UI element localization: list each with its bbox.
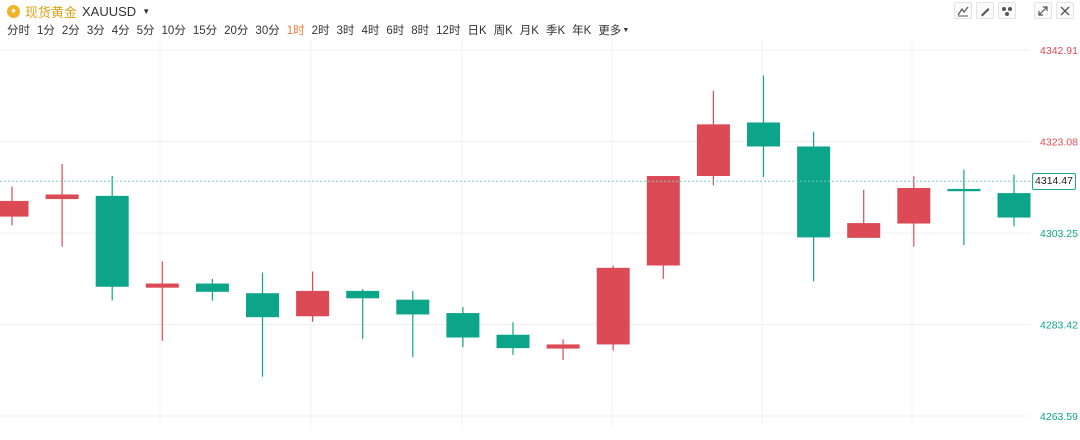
candle-body	[847, 223, 881, 238]
close-icon[interactable]	[1056, 2, 1074, 19]
interval-7[interactable]: 15分	[192, 25, 218, 37]
candle-body	[396, 299, 430, 315]
interval-20[interactable]: 季K	[545, 25, 566, 37]
symbol-name: 现货黄金	[25, 5, 78, 20]
interval-16[interactable]: 12时	[436, 25, 461, 37]
interval-11[interactable]: 2时	[311, 25, 330, 37]
interval-12[interactable]: 3时	[336, 25, 355, 37]
interval-6[interactable]: 10分	[161, 25, 186, 37]
y-tick-label: 4283.42	[1040, 320, 1078, 332]
symbol-code: XAUUSD	[82, 4, 137, 19]
interval-18[interactable]: 周K	[493, 25, 513, 37]
interval-4[interactable]: 4分	[111, 25, 130, 37]
candle-body	[947, 188, 981, 192]
candle-body	[646, 176, 680, 266]
chart-header: ✦ 现货黄金 XAUUSD ▼	[0, 0, 1080, 22]
interval-5[interactable]: 5分	[136, 25, 155, 37]
candle-body	[797, 146, 831, 238]
chevron-down-icon: ▼	[622, 26, 630, 34]
interval-22[interactable]: 更多	[598, 25, 622, 37]
interval-0[interactable]: 分时	[7, 25, 30, 37]
interval-8[interactable]: 20分	[224, 25, 249, 37]
candle-body	[0, 200, 29, 217]
candle-body	[95, 195, 129, 287]
candle-body	[296, 290, 330, 317]
candle-body	[596, 267, 630, 345]
y-tick-label: 4263.59	[1040, 411, 1078, 423]
candle-body	[246, 293, 279, 318]
interval-14[interactable]: 6时	[386, 25, 405, 37]
candle-body	[747, 122, 780, 147]
interval-15[interactable]: 8时	[411, 25, 430, 37]
line-tool-icon[interactable]	[954, 2, 972, 19]
candle-body	[696, 124, 730, 177]
interval-3[interactable]: 3分	[86, 25, 105, 37]
candle-body	[496, 334, 530, 349]
candle-body	[997, 193, 1031, 218]
candle-body	[45, 194, 79, 200]
candle-body	[346, 290, 380, 299]
candle-body	[897, 188, 931, 224]
interval-21[interactable]: 年K	[572, 25, 592, 37]
indicator-tool-icon[interactable]	[998, 2, 1016, 19]
candle-body	[446, 313, 480, 338]
symbol-selector[interactable]: ✦ 现货黄金 XAUUSD ▼	[7, 2, 150, 21]
interval-17[interactable]: 日K	[467, 25, 487, 37]
fullscreen-icon[interactable]	[1034, 2, 1052, 19]
chevron-down-icon: ▼	[142, 7, 151, 16]
y-tick-label: 4303.25	[1040, 228, 1078, 240]
interval-bar: 分时 1分 2分 3分 4分 5分 10分 15分 20分 30分 1时 2时 3时 4时 6时 8时 12时日…	[7, 22, 629, 38]
candle-body	[195, 283, 229, 292]
candle-body	[546, 344, 580, 349]
interval-13[interactable]: 4时	[361, 25, 380, 37]
interval-10[interactable]: 1时	[286, 25, 305, 37]
interval-19[interactable]: 月K	[519, 25, 539, 37]
current-price-label: 4314.47	[1032, 173, 1076, 191]
y-tick-label: 4323.08	[1040, 137, 1078, 149]
y-tick-label: 4342.91	[1040, 45, 1078, 57]
draw-tool-icon[interactable]	[976, 2, 994, 19]
interval-1[interactable]: 1分	[37, 25, 55, 37]
candle-body	[145, 283, 179, 288]
toolbar	[954, 2, 1074, 19]
coin-icon: ✦	[7, 5, 20, 18]
interval-2[interactable]: 2分	[61, 25, 80, 37]
interval-9[interactable]: 30分	[255, 25, 280, 37]
